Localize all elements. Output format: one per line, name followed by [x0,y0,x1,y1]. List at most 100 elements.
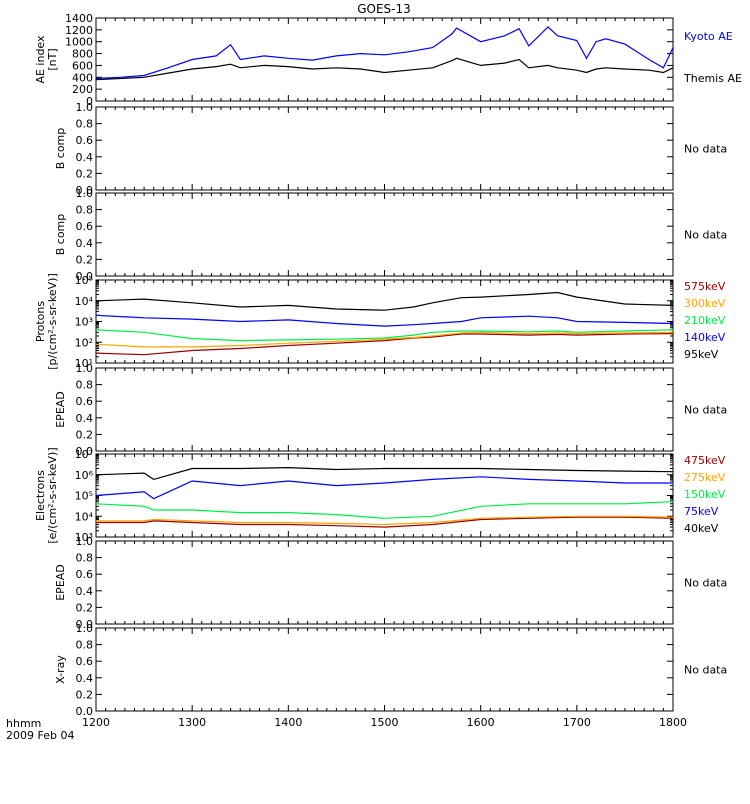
y-tick-label: 1.0 [76,101,94,114]
series-line-kyoto-ae [95,26,674,80]
y-tick-label: 0.4 [76,237,94,250]
y-axis-label: AE index [34,35,47,84]
x-tick-label: 1500 [371,716,399,729]
y-tick-label: 0.6 [76,220,94,233]
time-axis-labels: 1200 1300 1400 1500 1600 1700 1800 [82,716,687,729]
series-line-210kev [95,329,674,342]
panel-5: 0.0 0.2 0.4 0.6 0.8 1.0 EPEAD No data [54,362,727,458]
y-tick-label: 0.2 [76,253,94,266]
panel-frame [95,367,674,452]
legend-entry: 475keV [684,454,726,467]
date-caption: 2009 Feb 04 [6,729,74,742]
y-axis-label: Protons [34,301,47,342]
series-line-140kev [95,314,674,327]
legend-entry: 150keV [684,488,726,501]
series-line-300kev [95,331,674,348]
x-tick-label: 1800 [659,716,687,729]
y-tick-label: 0.8 [76,379,94,392]
y-tick-label: 0 [86,95,93,108]
y-tick-label: 0.0 [76,445,94,458]
plot-title: GOES-13 [357,2,411,16]
no-data-label: No data [684,664,727,677]
panel-frame [95,192,674,277]
panel-4: 10¹ 10² 10³ 10⁴ 10⁵ Protons [p/(cm²-s-sr-keV)]… [34,273,726,370]
y-tick-label: 1000 [65,36,93,49]
y-tick-label: 0.2 [76,601,94,614]
no-data-label: No data [684,404,727,417]
y-tick-label: 10³ [75,531,93,544]
y-tick-label: 0.2 [76,688,94,701]
y-tick-label: 1200 [65,24,93,37]
y-axis-label: B comp [54,128,67,170]
panel-frame [95,627,674,712]
y-tick-label: 0.4 [76,151,94,164]
y-tick-label: 0.6 [76,568,94,581]
y-tick-label: 10³ [75,316,93,329]
y-tick-label: 0.0 [76,184,94,197]
y-tick-label: 10⁷ [75,448,93,461]
y-tick-label: 0.8 [76,204,94,217]
y-tick-label: 0.8 [76,639,94,652]
no-data-label: No data [684,229,727,242]
y-tick-label: 0.8 [76,552,94,565]
y-tick-label: 10⁵ [75,274,93,287]
y-tick-label: 0.6 [76,395,94,408]
y-axis-label: EPEAD [54,391,67,428]
y-tick-label: 1400 [65,12,93,25]
no-data-label: No data [684,577,727,590]
series-line-475kev [96,516,674,528]
y-axis-label: [e/(cm²-s-sr-keV)] [46,447,59,543]
y-axis-label: [p/(cm²-s-sr-keV)] [46,273,59,370]
y-tick-label: 0.2 [76,428,94,441]
y-axis-label: Electrons [34,470,47,521]
series-line-275kev [96,515,674,526]
y-tick-label: 1.0 [76,187,94,200]
y-tick-label: 1.0 [76,362,94,375]
series-line-75kev [95,476,673,500]
legend-entry: 75keV [684,505,719,518]
y-tick-label: 10⁶ [75,469,94,482]
panel-3: 0.0 0.2 0.4 0.6 0.8 1.0 B comp No data [54,187,727,283]
legend-entry: 140keV [684,331,726,344]
legend-entry: 95keV [684,348,719,361]
y-tick-label: 600 [72,59,93,72]
legend-entry: 40keV [684,522,719,535]
x-tick-label: 1600 [467,716,495,729]
y-tick-label: 0.0 [76,270,94,283]
series-line-150kev [95,501,674,519]
legend-entry: 300keV [684,297,726,310]
time-axis-caption: hhmm [6,717,41,730]
y-tick-label: 0.0 [76,618,94,631]
y-axis-label: B comp [54,214,67,256]
y-tick-label: 10¹ [75,357,93,370]
y-axis-label: [nT] [46,48,59,70]
series-line-40kev [95,466,674,481]
y-tick-label: 10² [75,336,93,349]
y-axis-label: X-ray [54,655,67,684]
y-tick-label: 0.6 [76,655,94,668]
legend-entry: 575keV [684,280,726,293]
y-tick-label: 0.0 [76,705,94,718]
y-tick-label: 1.0 [76,535,94,548]
x-tick-label: 1400 [274,716,302,729]
y-tick-label: 200 [72,83,93,96]
panel-6: 10³ 10⁴ 10⁵ 10⁶ 10⁷ Electrons [e/(cm²-s-sr-keV… [34,447,726,544]
panel-frame [95,17,674,102]
legend-entry: Kyoto AE [684,30,733,43]
y-tick-label: 0.4 [76,412,94,425]
legend-entry: 210keV [684,314,726,327]
panel-2: 0.0 0.2 0.4 0.6 0.8 1.0 B comp No data [54,101,727,197]
y-tick-label: 0.6 [76,134,94,147]
legend-entry: Themis AE [683,72,742,85]
no-data-label: No data [684,143,727,156]
y-tick-label: 0.2 [76,167,94,180]
y-axis-label: EPEAD [54,564,67,601]
y-tick-label: 0.4 [76,672,94,685]
y-tick-label: 400 [72,71,93,84]
x-tick-label: 1200 [82,716,110,729]
legend-entry: 275keV [684,471,726,484]
panel-frame [95,540,674,625]
